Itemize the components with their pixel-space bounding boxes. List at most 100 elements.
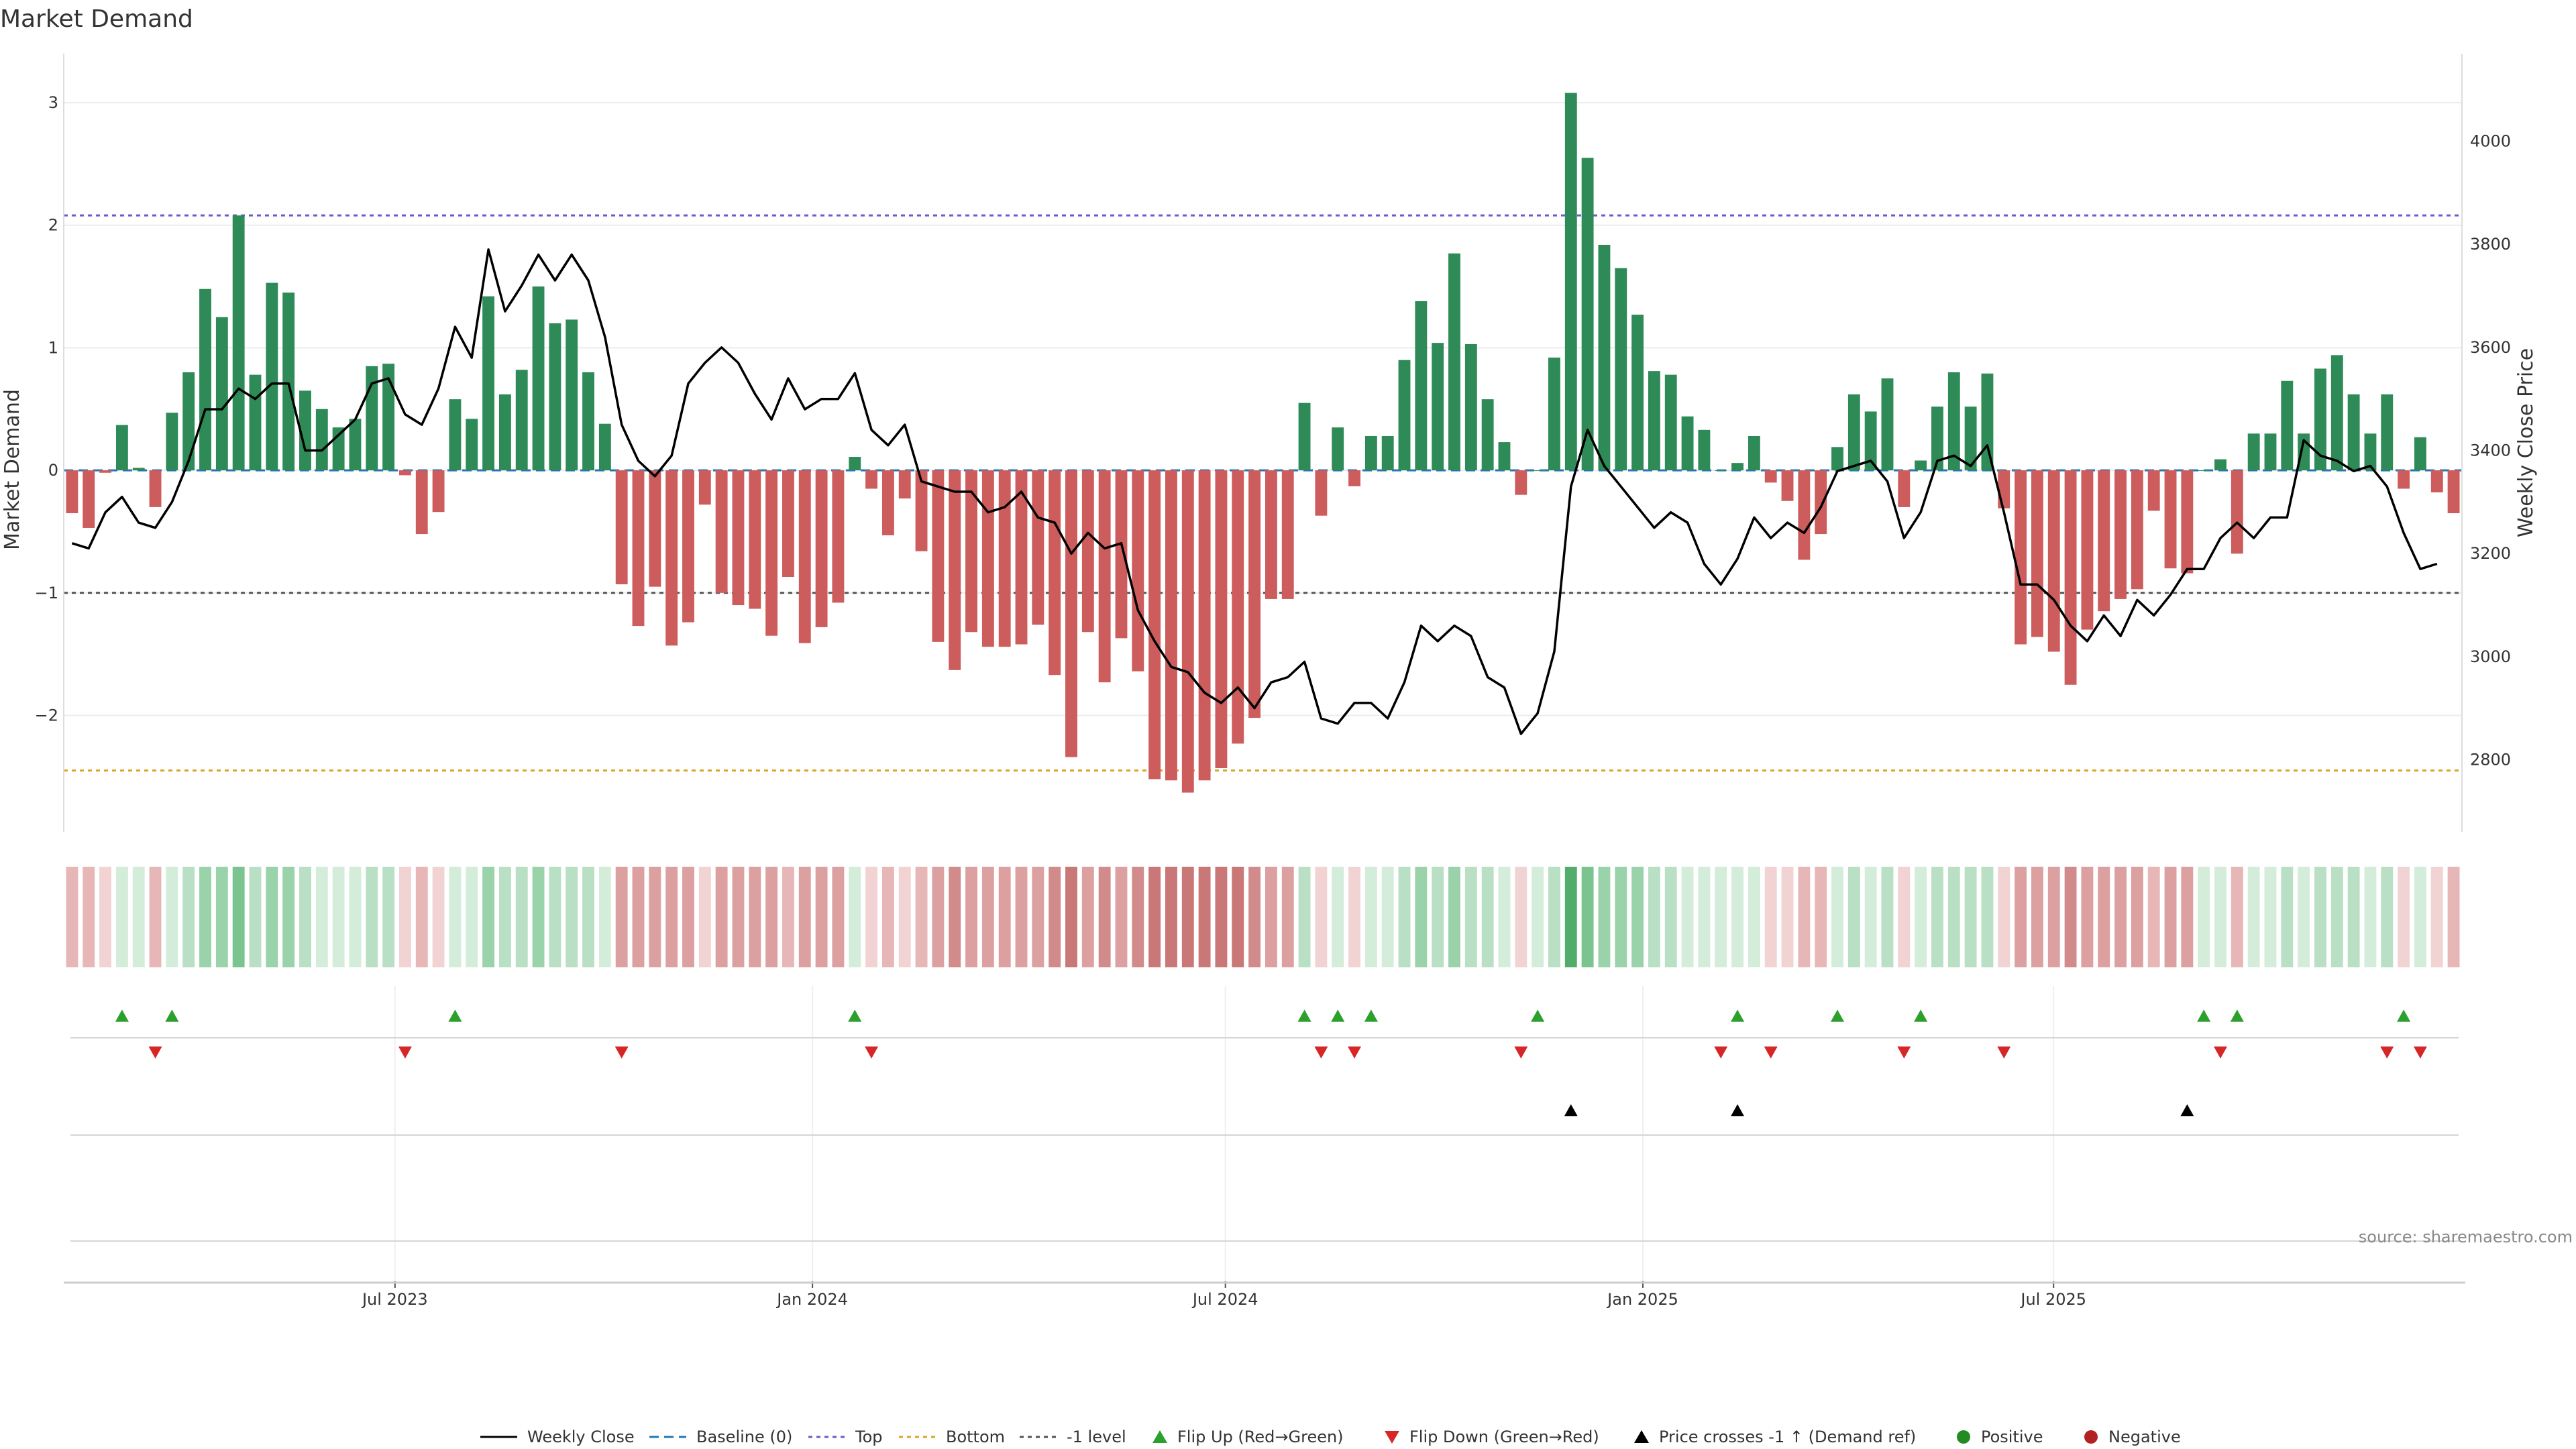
heat-cell-negative [2064,867,2077,967]
demand-bar-positive [2198,470,2210,472]
heat-cell-positive [566,867,578,967]
heat-cell-positive [2247,867,2260,967]
demand-bar-positive [2247,433,2260,471]
flip-up-marker [1364,1010,1378,1022]
heat-cell-positive [1715,867,1727,967]
heat-cell-negative [2447,867,2460,967]
demand-bar-positive [166,413,178,471]
demand-bar-negative [898,470,911,499]
demand-bar-negative [2031,470,2043,637]
legend-label: Weekly Close [527,1428,635,1446]
demand-bar-positive [2414,437,2426,471]
demand-bar-negative [2015,470,2027,645]
left-tick-label: 0 [48,461,58,480]
heat-cell-positive [1564,867,1577,967]
heat-cell-positive [166,867,178,967]
heat-cell-positive [2414,867,2426,967]
heat-cell-positive [2330,867,2343,967]
demand-bar-positive [1831,447,1843,471]
weekly-close-line [71,248,2438,735]
heat-cell-negative [1248,867,1261,967]
demand-bar-positive [115,425,128,471]
demand-bar-positive [2264,433,2277,471]
heat-cell-negative [1764,867,1777,967]
heat-cell-negative [149,867,162,967]
legend-label: Price crosses -1 ↑ (Demand ref) [1659,1428,1916,1446]
demand-bar-negative [2181,470,2194,574]
flip-up-marker [448,1010,462,1022]
heat-cell-negative [1898,867,1911,967]
right-tick-label: 3800 [2470,235,2511,254]
flip-up-marker [2230,1010,2244,1022]
price-cross-marker [1564,1104,1578,1116]
demand-bar-positive [566,319,578,471]
demand-bar-negative [2447,470,2460,514]
demand-bar-positive [282,292,295,471]
demand-bar-positive [1448,253,1460,471]
flip-down-marker [865,1046,879,1059]
heat-cell-positive [299,867,311,967]
demand-bar-positive [598,423,611,471]
heat-cell-negative [965,867,977,967]
heat-cell-negative [2114,867,2127,967]
heat-cell-positive [1448,867,1460,967]
heat-cell-positive [2314,867,2326,967]
heat-cell-negative [1165,867,1177,967]
demand-bar-positive [1864,411,1877,471]
x-tick-label: Jul 2023 [361,1290,428,1309]
demand-bar-negative [2114,470,2127,599]
demand-bar-positive [1481,399,1494,471]
heat-cell-negative [682,867,694,967]
demand-bar-negative [632,470,645,627]
heat-cell-negative [749,867,761,967]
demand-bar-negative [1148,470,1161,780]
heat-cell-positive [1748,867,1760,967]
heat-cell-positive [1931,867,1943,967]
demand-bar-positive [1381,435,1394,471]
heat-cell-negative [782,867,794,967]
legend: Weekly Close Baseline (0) Top Bottom -1 leve… [480,1428,2181,1446]
demand-bar-positive [1664,374,1677,471]
legend-label: -1 level [1067,1428,1126,1446]
demand-bar-positive [449,399,462,471]
heat-cell-negative [698,867,711,967]
flip-down-marker [2214,1046,2228,1059]
heat-cell-positive [1731,867,1743,967]
price-cross-marker [2180,1104,2194,1116]
legend-label: Flip Down (Green→Red) [1409,1428,1599,1446]
legend-label: Flip Up (Red→Green) [1177,1428,1344,1446]
heat-cell-positive [1581,867,1594,967]
demand-bar-negative [1781,470,1794,501]
heat-cell-negative [1198,867,1211,967]
demand-bar-positive [382,364,395,471]
flip-up-marker [848,1010,862,1022]
flip-down-marker [1897,1046,1911,1059]
demand-bar-negative [749,470,761,609]
heat-cell-positive [2264,867,2277,967]
demand-bar-positive [1731,463,1743,471]
left-axis-title: Market Demand [1,389,24,550]
heat-cell-negative [2031,867,2043,967]
heat-cell-negative [1315,867,1328,967]
heat-cell-negative [1781,867,1794,967]
demand-bar-negative [2147,470,2160,511]
demand-bar-negative [1065,470,1077,757]
demand-bar-positive [1581,158,1594,471]
heat-cell-negative [981,867,994,967]
demand-bar-positive [266,282,278,471]
demand-bar-negative [1764,470,1777,483]
flip-up-marker [115,1010,129,1022]
demand-bar-negative [149,470,162,507]
demand-bar-negative [2047,470,2060,652]
demand-bar-negative [2231,470,2243,554]
heat-cell-negative [832,867,845,967]
x-tick-label: Jan 2025 [1606,1290,1678,1309]
demand-bar-positive [2314,368,2326,471]
demand-bar-positive [498,394,511,471]
demand-bar-positive [1648,371,1660,471]
heat-cell-positive [282,867,295,967]
demand-bar-negative [915,470,928,551]
heat-cell-positive [215,867,228,967]
demand-bar-negative [965,470,977,633]
demand-bar-positive [1915,460,1927,471]
